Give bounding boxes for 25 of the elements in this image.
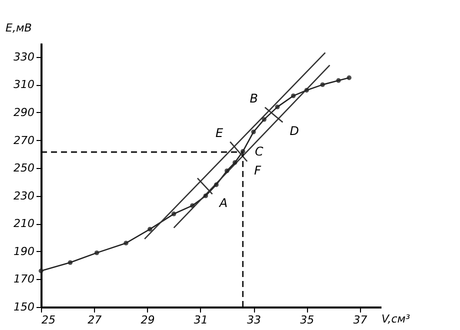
annotation: C [254, 144, 264, 158]
x-axis-title: V,см³ [382, 312, 411, 326]
x-tick-label: 33 [247, 314, 261, 326]
annotation: F [254, 163, 262, 178]
y-tick-label: 250 [14, 162, 34, 175]
x-tick-label: 29 [140, 314, 155, 326]
y-tick-label: 270 [14, 134, 34, 147]
y-tick-label: 230 [14, 189, 34, 202]
x-tick-label: 27 [88, 314, 102, 326]
y-tick-label: 290 [14, 106, 34, 119]
y-tick-label: 190 [14, 244, 34, 258]
y-tick-label: 210 [14, 217, 34, 230]
annotation: E [216, 126, 224, 140]
annotation: A [218, 196, 228, 210]
y-tick-label: 310 [14, 78, 34, 92]
y-axis-title: E,мВ [6, 22, 32, 34]
y-tick-label: 170 [14, 272, 34, 286]
x-tick-label: 37 [353, 314, 368, 326]
x-tick-label: 35 [300, 314, 314, 326]
x-tick-label: 25 [42, 314, 56, 326]
x-tick-label: 31 [194, 314, 208, 326]
y-tick-label: 150 [14, 300, 34, 314]
annotation: B [250, 91, 258, 106]
annotation: D [290, 124, 299, 138]
y-tick-label: 330 [14, 50, 34, 64]
